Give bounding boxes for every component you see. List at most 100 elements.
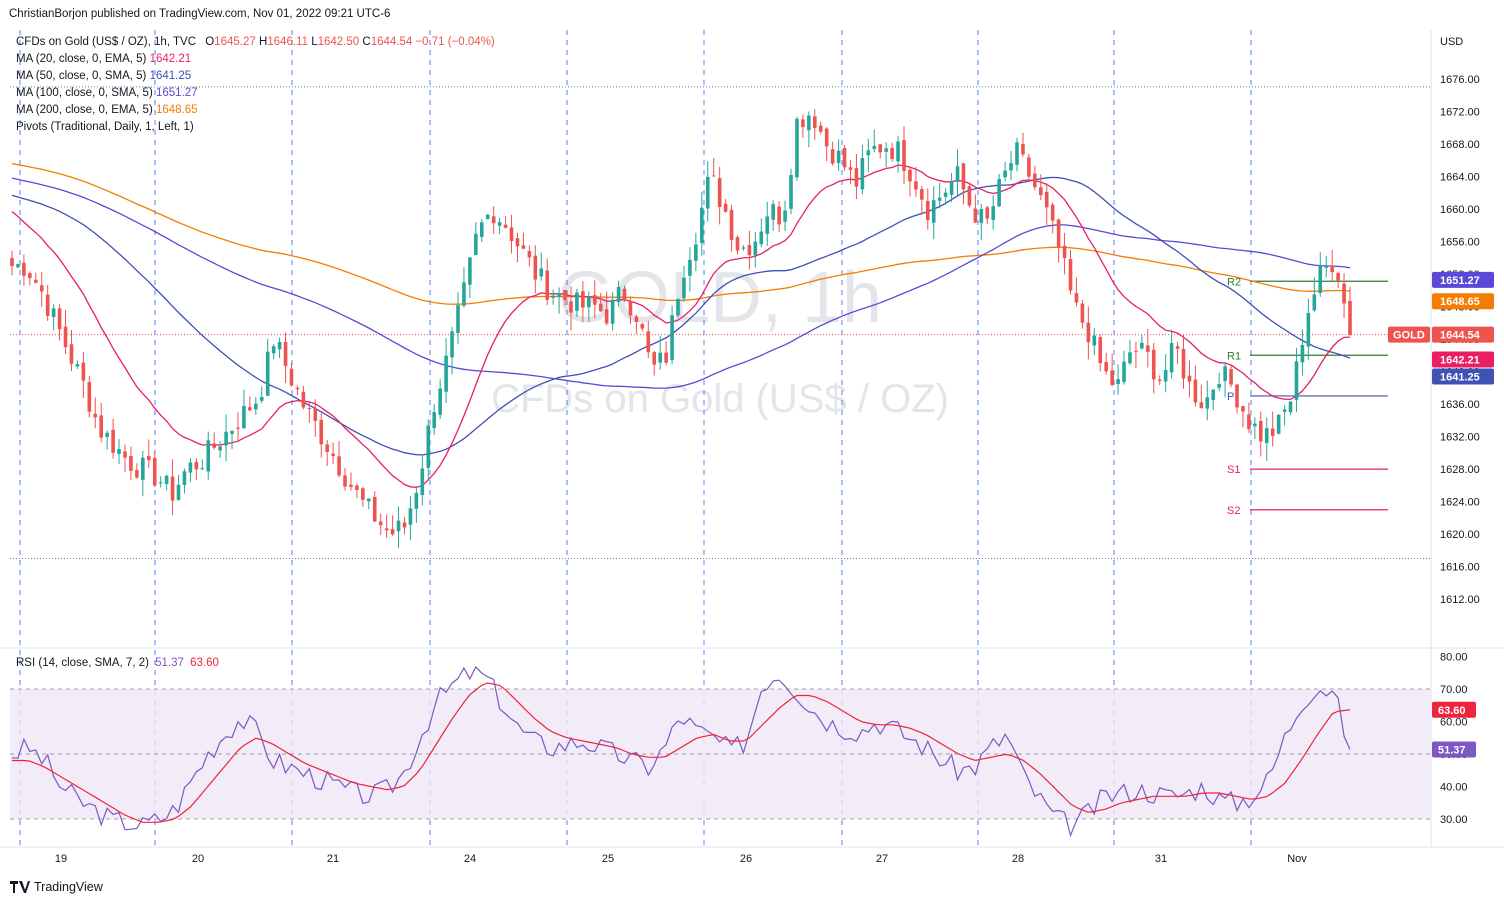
candle-body [991,206,995,220]
candle-body [248,407,252,411]
candle-body [1134,350,1138,352]
candle-body [146,455,151,461]
candle-body [1193,379,1198,403]
price-tick-label: 1624.00 [1440,497,1480,509]
candle-body [242,405,246,429]
time-tick-label: 19 [55,853,67,865]
time-tick-label: 21 [327,853,339,865]
candle-body [1015,142,1019,165]
candle-body [1074,293,1079,303]
ma50-value: 1641.25 [149,70,192,82]
ma100-price-tag: 1651.27 [1440,275,1480,287]
ma100-value: 1651.27 [155,87,198,99]
rsi-sma-tag: 63.60 [1438,705,1466,717]
candle-body [182,471,187,485]
candle-body [622,288,627,300]
candle-body [1027,157,1031,177]
candle-body [533,255,538,280]
candle-body [432,412,437,429]
candle-body [676,299,680,316]
candle-body [700,207,704,243]
candle-body [99,415,103,438]
ohlc-change: −0.71 (−0.04%) [415,36,495,48]
currency-label: USD [1440,36,1463,48]
candle-body [63,326,68,348]
candle-body [462,282,466,306]
candle-body [33,279,38,283]
candle-body [860,157,865,190]
candle-body [640,324,645,329]
candle-body [176,484,181,500]
ma100-line [11,177,1351,389]
time-tick-label: 28 [1012,853,1024,865]
candle-body [81,362,86,381]
candle-body [188,462,193,473]
ma20-value: 1642.21 [149,53,192,65]
candle-body [491,216,496,224]
candle-body [569,301,573,313]
candle-body [1080,303,1085,323]
candle-body [1146,345,1150,352]
candle-body [1342,283,1346,304]
candle-body [652,352,657,365]
candle-body [973,208,978,223]
candle-body [1163,369,1168,382]
rsi-sma-value: 63.60 [190,657,219,669]
candle-body [450,331,454,358]
ma100-label: MA (100, close, 0, SMA, 5) [16,87,153,99]
candle-body [545,270,549,300]
candle-body [390,529,395,535]
candle-body [105,432,109,437]
candle-body [711,175,716,177]
candle-body [194,462,199,470]
candle-body [563,290,567,301]
candle-body [426,425,431,468]
candle-body [872,146,877,150]
candle-body [414,492,419,509]
legend-ma100: MA (100, close, 0, SMA, 5) 1651.27 [16,85,495,102]
pivot-label-r1: R1 [1227,350,1241,362]
candle-body [444,355,448,392]
candle-body [503,224,508,228]
candle-body [896,141,900,162]
legend-title: CFDs on Gold (US$ / OZ), 1h, TVC [16,36,197,48]
ma50-line [11,176,1351,456]
candle-body [592,295,597,305]
rsi-value: 51.37 [155,657,184,669]
candle-body [1205,397,1210,409]
legend-ma200: MA (200, close, 0, EMA, 5) 1648.65 [16,102,495,119]
candle-body [1021,143,1025,155]
rsi-sma-tag-bg [1432,701,1476,718]
candle-body [51,308,56,317]
candle-body [1110,370,1114,385]
candle-body [1259,421,1263,442]
legend-pivots: Pivots (Traditional, Daily, 1, Left, 1) [16,121,194,133]
candle-body [1104,362,1108,372]
rsi-label: RSI (14, close, SMA, 7, 2) [16,657,149,669]
candle-body [1330,265,1334,273]
price-tick-label: 1656.00 [1440,236,1480,248]
candle-body [236,427,240,429]
candle-body [729,209,734,240]
watermark-symbol: GOLD, 1h [558,258,882,338]
price-tick-label: 1664.00 [1440,171,1480,183]
candle-body [1324,266,1329,268]
pivot-label-s1: S1 [1227,464,1240,476]
price-axis[interactable]: USD 1612.00 1616.00 1620.00 1624.00 1628.00 16… [1440,36,1480,826]
price-tick-label: 1660.00 [1440,204,1480,216]
candle-body [658,352,662,363]
candle-body [1128,352,1132,364]
rsi-legend: RSI (14, close, SMA, 7, 2) 51.37 63.60 [16,657,219,669]
candle-body [1140,342,1144,349]
footer-brand: TradingView [34,880,103,894]
ohlc-close: 1644.54 [370,36,413,48]
candle-body [878,144,883,153]
time-axis[interactable]: 19 20 21 24 25 26 27 28 31 Nov [55,853,1307,865]
tradingview-logo[interactable]: TradingView [10,880,103,894]
candle-body [456,305,460,333]
candle-body [813,116,817,128]
candle-body [295,387,300,390]
candle-body [1044,191,1049,208]
candle-body [1056,219,1061,247]
